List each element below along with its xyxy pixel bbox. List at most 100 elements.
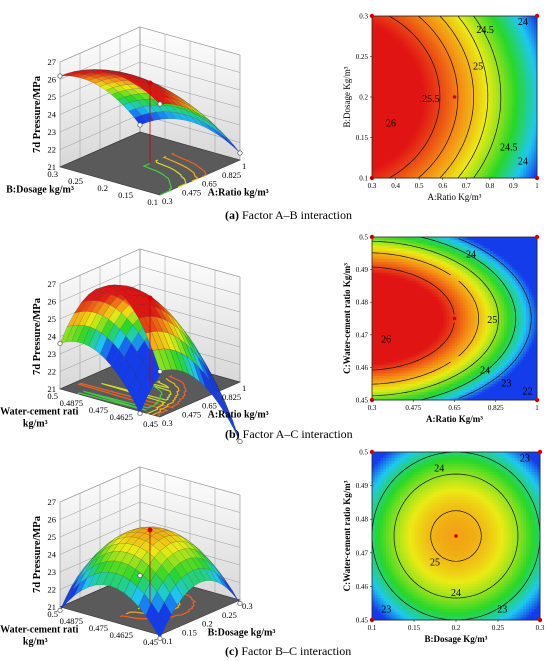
- heatmap-cell: [512, 110, 516, 114]
- heatmap-cell: [383, 110, 387, 114]
- heatmap-cell: [438, 80, 442, 84]
- heatmap-cell: [487, 99, 491, 103]
- heatmap-cell: [487, 29, 491, 33]
- heatmap-cell: [424, 61, 428, 65]
- heatmap-cell: [388, 386, 392, 390]
- heatmap-cell: [372, 43, 376, 47]
- heatmap-cell: [394, 318, 398, 322]
- heatmap-cell: [473, 156, 477, 160]
- heatmap-cell: [490, 132, 494, 136]
- heatmap-cell: [468, 26, 472, 30]
- heatmap-cell: [374, 351, 378, 355]
- heatmap-cell: [429, 70, 433, 74]
- heatmap-cell: [429, 121, 433, 125]
- heatmap-cell: [416, 94, 420, 98]
- heatmap-cell: [465, 151, 469, 155]
- heatmap-cell: [443, 91, 447, 95]
- heatmap-cell: [418, 21, 422, 25]
- heatmap-cell: [482, 59, 486, 63]
- heatmap-cell: [391, 137, 395, 141]
- heatmap-cell: [374, 115, 378, 119]
- heatmap-cell: [427, 18, 431, 22]
- heatmap-cell: [391, 296, 395, 300]
- heatmap-cell: [402, 83, 406, 87]
- heatmap-cell: [407, 269, 411, 273]
- heatmap-cell: [424, 124, 428, 128]
- heatmap-cell: [504, 67, 508, 71]
- heatmap-cell: [396, 34, 400, 38]
- heatmap-cell: [388, 124, 392, 128]
- heatmap-cell: [468, 61, 472, 65]
- heatmap-cell: [512, 118, 516, 122]
- heatmap-cell: [449, 83, 453, 87]
- heatmap-cell: [374, 113, 378, 117]
- heatmap-cell: [396, 134, 400, 138]
- heatmap-cell: [405, 318, 409, 322]
- heatmap-cell: [506, 86, 510, 90]
- heatmap-cell: [407, 296, 411, 300]
- heatmap-cell: [512, 172, 516, 176]
- heatmap-cell: [435, 24, 439, 28]
- heatmap-cell: [410, 78, 414, 82]
- heatmap-cell: [438, 53, 442, 57]
- heatmap-cell: [479, 40, 483, 44]
- heatmap-cell: [438, 61, 442, 65]
- heatmap-cell: [490, 16, 494, 20]
- heatmap-cell: [468, 151, 472, 155]
- heatmap-cell: [394, 370, 398, 374]
- heatmap-cell: [377, 277, 381, 281]
- heatmap-cell: [501, 40, 505, 44]
- heatmap-cell: [383, 307, 387, 311]
- heatmap-cell: [388, 137, 392, 141]
- heatmap-cell: [407, 86, 411, 90]
- heatmap-cell: [465, 16, 469, 20]
- heatmap-cell: [487, 140, 491, 144]
- heatmap-cell: [462, 169, 466, 173]
- heatmap-cell: [388, 151, 392, 155]
- heatmap-cell: [528, 121, 532, 125]
- heatmap-cell: [402, 337, 406, 341]
- heatmap-cell: [498, 51, 502, 55]
- heatmap-cell: [372, 353, 376, 357]
- heatmap-cell: [416, 115, 420, 119]
- heatmap-cell: [391, 64, 395, 68]
- heatmap-cell: [515, 118, 519, 122]
- heatmap-cell: [471, 142, 475, 146]
- heatmap-cell: [490, 32, 494, 36]
- heatmap-cell: [405, 315, 409, 319]
- heatmap-cell: [512, 83, 516, 87]
- heatmap-cell: [410, 34, 414, 38]
- heatmap-cell: [405, 337, 409, 341]
- heatmap-cell: [421, 97, 425, 101]
- heatmap-cell: [399, 110, 403, 114]
- heatmap-cell: [526, 91, 530, 95]
- heatmap-cell: [405, 132, 409, 136]
- heatmap-cell: [380, 351, 384, 355]
- heatmap-cell: [449, 56, 453, 60]
- heatmap-cell: [405, 153, 409, 157]
- heatmap-cell: [429, 169, 433, 173]
- heatmap-cell: [383, 264, 387, 268]
- heatmap-cell: [504, 40, 508, 44]
- heatmap-cell: [429, 53, 433, 57]
- heatmap-cell: [473, 107, 477, 111]
- heatmap-cell: [399, 153, 403, 157]
- heatmap-cell: [424, 140, 428, 144]
- z-tick-label: 21: [48, 162, 57, 172]
- heatmap-cell: [432, 16, 436, 20]
- heatmap-cell: [446, 37, 450, 41]
- heatmap-cell: [438, 29, 442, 33]
- heatmap-cell: [473, 18, 477, 22]
- heatmap-cell: [509, 159, 513, 163]
- heatmap-cell: [465, 145, 469, 149]
- heatmap-cell: [457, 126, 461, 130]
- heatmap-cell: [377, 161, 381, 165]
- heatmap-cell: [416, 134, 420, 138]
- heatmap-cell: [385, 318, 389, 322]
- heatmap-cell: [372, 53, 376, 57]
- heatmap-cell: [517, 110, 521, 114]
- heatmap-cell: [523, 156, 527, 160]
- heatmap-cell: [391, 40, 395, 44]
- heatmap-cell: [372, 161, 376, 165]
- heatmap-cell: [380, 121, 384, 125]
